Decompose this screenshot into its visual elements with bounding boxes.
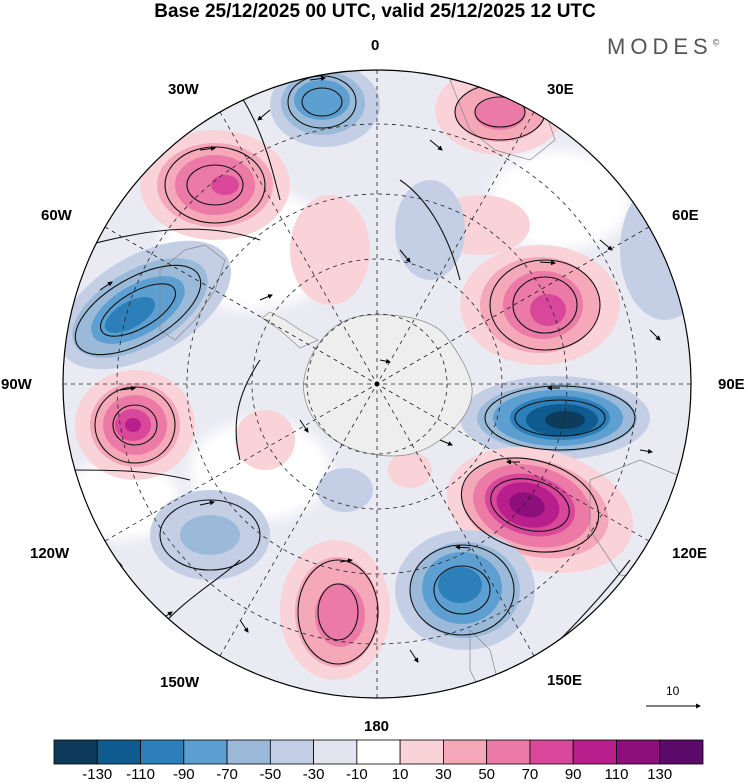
colorbar-swatch: [529, 739, 574, 765]
colorbar-swatch: [140, 739, 185, 765]
lon-label-180: 180: [364, 718, 390, 735]
colorbar-tick-label: 30: [435, 766, 452, 783]
colorbar-swatch: [486, 739, 531, 765]
colorbar-swatch: [269, 739, 315, 765]
colorbar-swatch: [659, 739, 704, 765]
colorbar-swatch: [616, 739, 661, 765]
colorbar-tick-label: -50: [259, 766, 282, 783]
lon-label-150e: 150E: [547, 672, 583, 689]
lon-label-150w: 150W: [160, 674, 200, 691]
colorbar-tick-label: 110: [604, 766, 629, 783]
lon-label-0: 0: [371, 37, 380, 54]
colorbar-swatch: [399, 739, 444, 765]
colorbar-tick-label: -110: [126, 766, 155, 783]
brand-logo: MODES©: [607, 34, 719, 60]
lon-label-90w: 90W: [1, 376, 32, 393]
colorbar-swatch: [183, 739, 228, 765]
colorbar-tick-label: 50: [478, 766, 495, 783]
lon-label-60w: 60W: [41, 207, 72, 224]
colorbar-swatch: [96, 739, 141, 765]
antarctic-peninsula: [261, 311, 319, 349]
antarctica-landmass: [303, 314, 473, 457]
colorbar-tick-label: -70: [216, 766, 238, 783]
colorbar-tick-label: -130: [82, 766, 113, 783]
colorbar-swatch: [442, 739, 488, 765]
lon-label-60e: 60E: [672, 207, 699, 224]
map-disc: [63, 70, 691, 698]
map-border: [62, 69, 692, 699]
brand-text: MODES: [607, 34, 713, 59]
reference-vector-label: 10: [666, 684, 680, 698]
colorbar-swatch: [313, 739, 358, 765]
colorbar-swatch: [53, 739, 98, 765]
south-pole-marker: [374, 381, 380, 387]
colorbar-tick-label: 130: [647, 766, 673, 783]
colorbar-tick-label: 70: [521, 766, 539, 783]
south-america-landmass: [159, 244, 226, 341]
colorbar: [53, 739, 704, 765]
colorbar-tick-label: 10: [391, 766, 409, 783]
colorbar-tick-label: -10: [346, 766, 368, 783]
lon-label-30w: 30W: [168, 81, 199, 98]
colorbar-swatch: [226, 739, 271, 765]
colorbar-swatch: [572, 739, 617, 765]
colorbar-swatch: [356, 739, 401, 765]
lon-label-30e: 30E: [547, 81, 574, 98]
colorbar-tick-label: 90: [564, 766, 582, 783]
lon-label-90e: 90E: [718, 376, 745, 393]
brand-mark: ©: [712, 37, 720, 48]
colorbar-tick-label: -30: [302, 766, 325, 783]
lon-label-120e: 120E: [672, 545, 708, 562]
map-title: Base 25/12/2025 00 UTC, valid 25/12/2025…: [154, 1, 596, 22]
colorbar-tick-label: -90: [172, 766, 195, 783]
lon-label-120w: 120W: [30, 545, 70, 562]
